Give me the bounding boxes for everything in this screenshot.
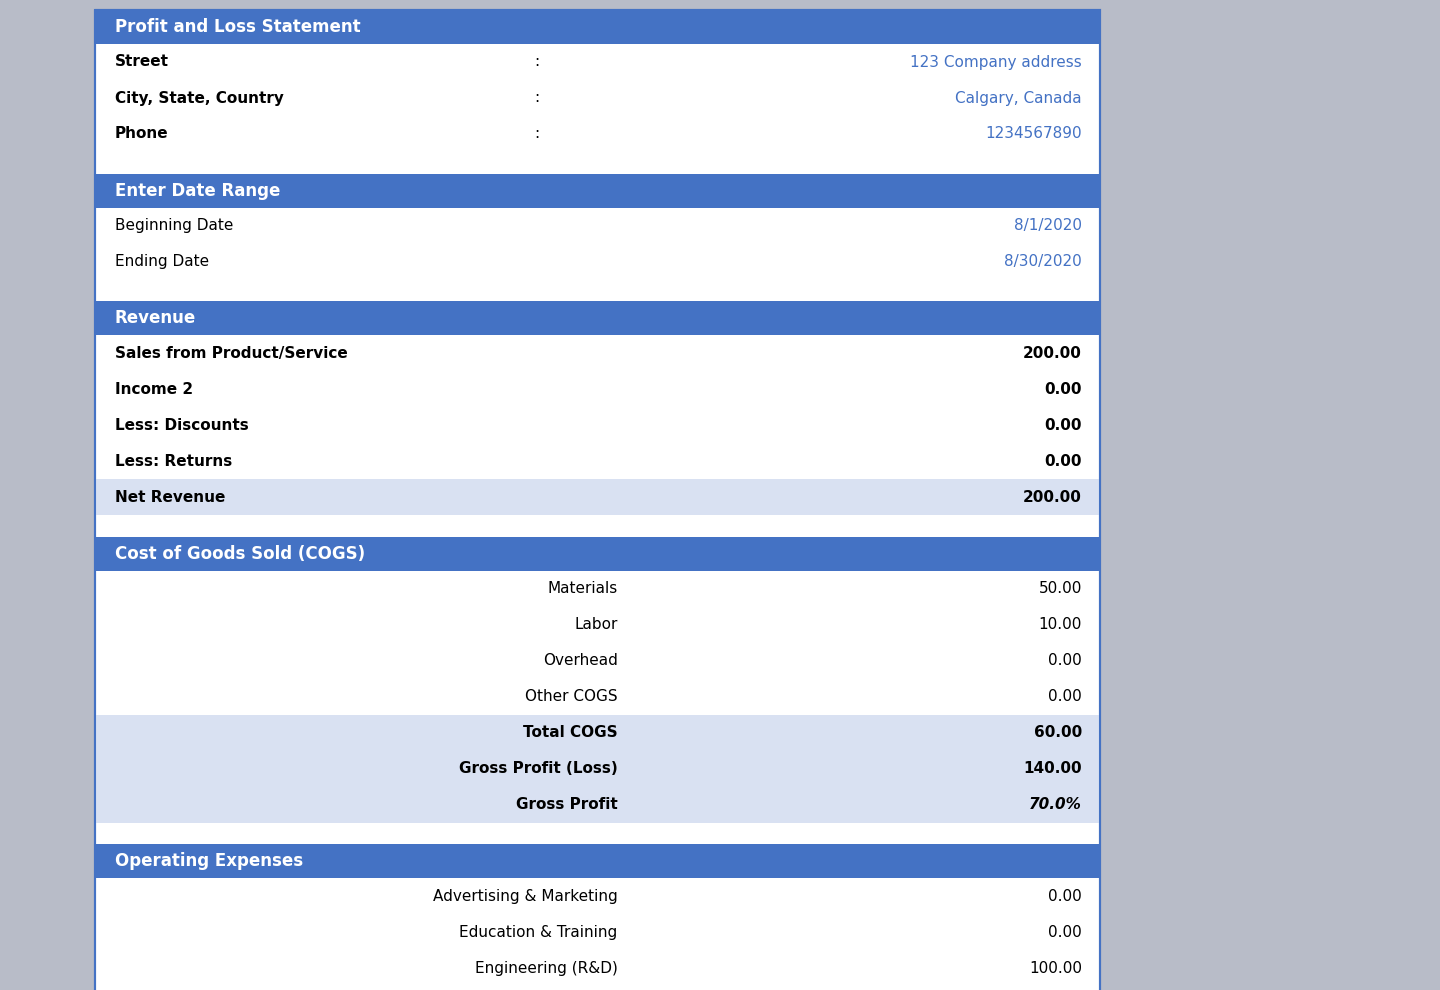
Text: Income 2: Income 2 [115,382,193,397]
Text: 70.0%: 70.0% [1030,797,1081,813]
Text: Engineering (R&D): Engineering (R&D) [475,961,618,976]
Text: 140.00: 140.00 [1024,761,1081,776]
Bar [95,479,1100,515]
Text: 0.00: 0.00 [1044,382,1081,397]
Text: Less: Discounts: Less: Discounts [115,418,249,433]
Text: Materials: Materials [547,581,618,596]
Text: :: : [534,127,540,142]
Text: Ending Date: Ending Date [115,254,209,269]
Text: Advertising & Marketing: Advertising & Marketing [433,889,618,904]
Text: 200.00: 200.00 [1024,346,1081,360]
Text: 0.00: 0.00 [1048,925,1081,940]
Text: Other COGS: Other COGS [526,689,618,704]
Text: 8/30/2020: 8/30/2020 [1004,254,1081,269]
Text: Beginning Date: Beginning Date [115,218,233,233]
Text: Labor: Labor [575,618,618,633]
Text: Overhead: Overhead [543,653,618,668]
Text: Profit and Loss Statement: Profit and Loss Statement [115,18,360,36]
Bar [95,173,1100,208]
Text: Gross Profit (Loss): Gross Profit (Loss) [459,761,618,776]
Bar [95,10,1100,990]
Text: Net Revenue: Net Revenue [115,490,226,505]
Text: 10.00: 10.00 [1038,618,1081,633]
Text: :: : [534,90,540,106]
Text: Education & Training: Education & Training [459,925,618,940]
Text: Sales from Product/Service: Sales from Product/Service [115,346,347,360]
Bar [95,10,1100,990]
Bar [95,844,1100,878]
Bar [95,10,1100,44]
Text: 50.00: 50.00 [1038,581,1081,596]
Bar [95,715,1100,823]
Text: 8/1/2020: 8/1/2020 [1014,218,1081,233]
Text: City, State, Country: City, State, Country [115,90,284,106]
Text: 1234567890: 1234567890 [985,127,1081,142]
Text: :: : [534,54,540,69]
Text: 0.00: 0.00 [1048,689,1081,704]
Text: 0.00: 0.00 [1048,889,1081,904]
Text: Operating Expenses: Operating Expenses [115,852,304,870]
Text: 200.00: 200.00 [1024,490,1081,505]
Text: Less: Returns: Less: Returns [115,453,232,468]
Text: Cost of Goods Sold (COGS): Cost of Goods Sold (COGS) [115,544,366,562]
Text: Total COGS: Total COGS [523,726,618,741]
Bar [95,301,1100,336]
Text: Street: Street [115,54,168,69]
Text: 0.00: 0.00 [1048,653,1081,668]
Text: Gross Profit: Gross Profit [516,797,618,813]
Text: 60.00: 60.00 [1034,726,1081,741]
Text: 100.00: 100.00 [1030,961,1081,976]
Text: Calgary, Canada: Calgary, Canada [955,90,1081,106]
Text: 0.00: 0.00 [1044,453,1081,468]
Bar [95,537,1100,571]
Text: 0.00: 0.00 [1044,418,1081,433]
Text: Revenue: Revenue [115,309,196,328]
Text: 123 Company address: 123 Company address [910,54,1081,69]
Text: Phone: Phone [115,127,168,142]
Text: Enter Date Range: Enter Date Range [115,181,281,200]
